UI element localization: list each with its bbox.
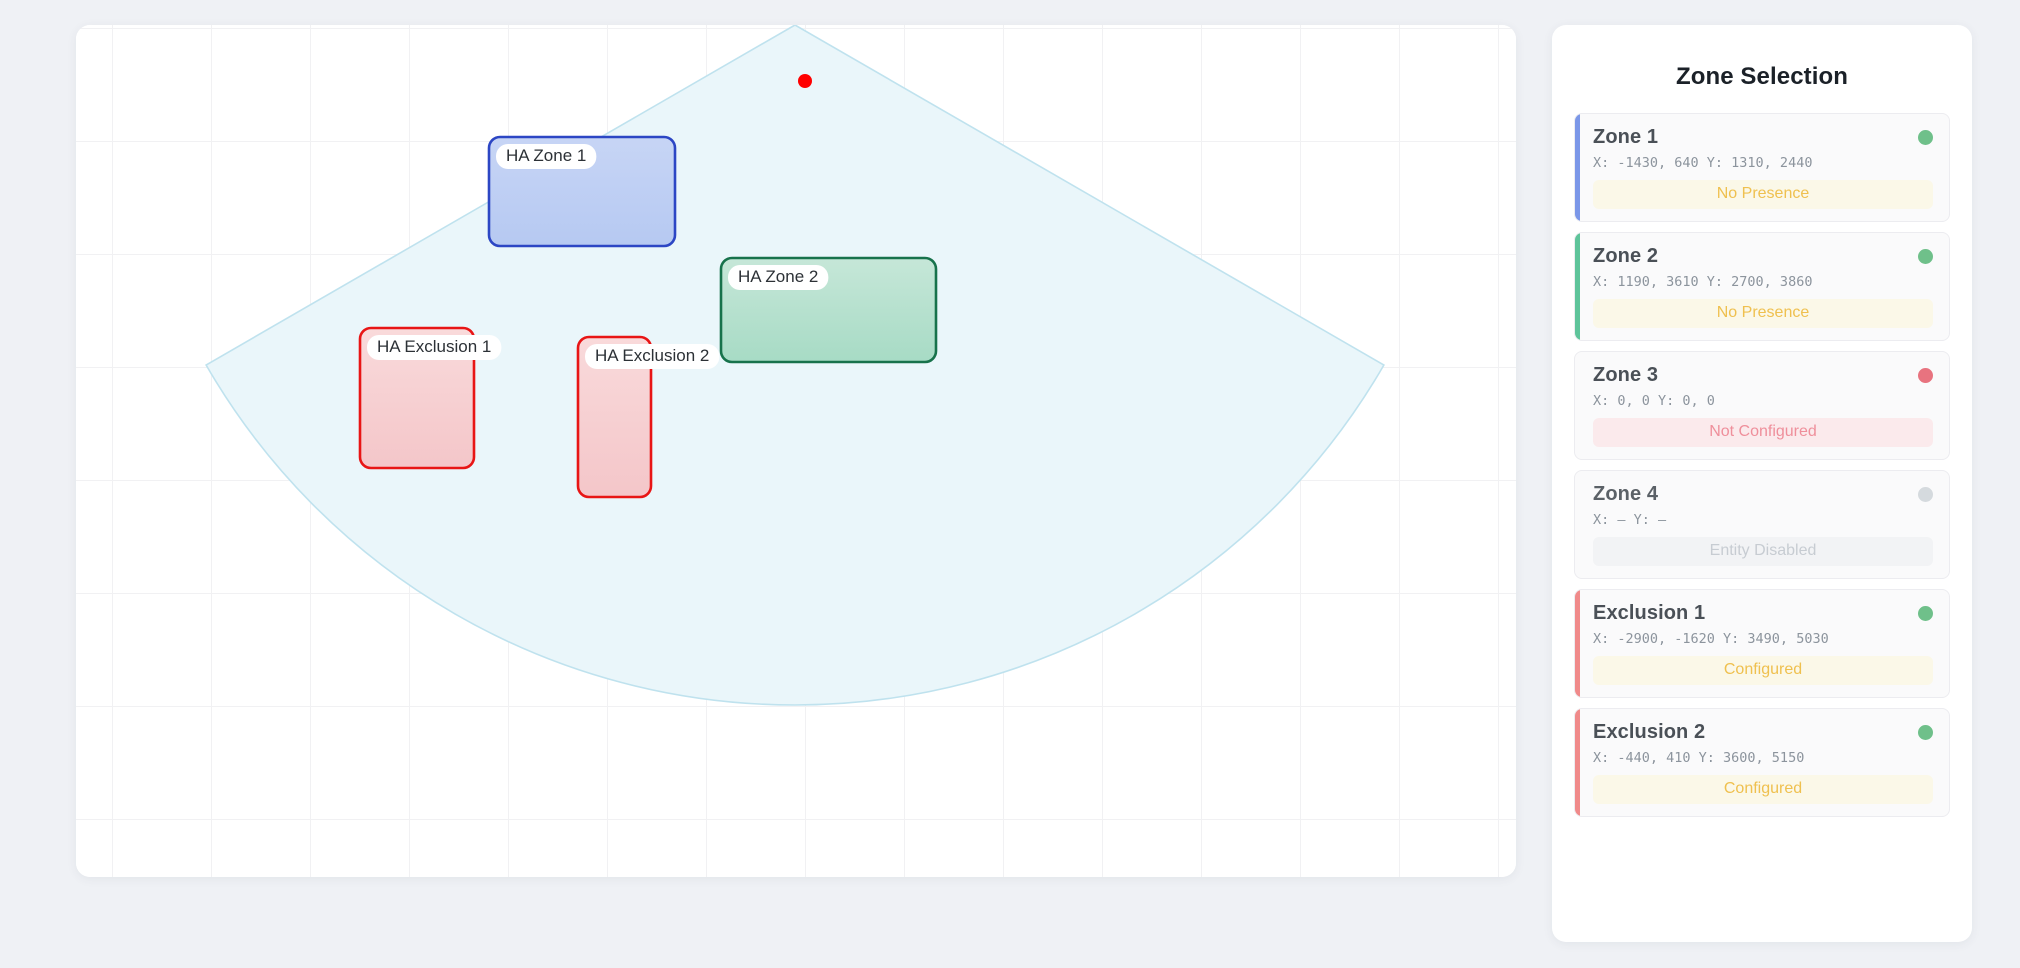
exclusion-shape-1[interactable]: HA Exclusion 2	[576, 335, 720, 499]
zone-accent-bar	[1575, 233, 1580, 340]
zone-accent-bar	[1575, 709, 1580, 816]
zone-label-1: HA Zone 2	[728, 265, 829, 290]
exclusion-rect[interactable]	[576, 335, 653, 499]
exclusion-label-1: HA Exclusion 2	[585, 344, 720, 369]
zone-card[interactable]: Exclusion 2 X: -440, 410 Y: 3600, 5150 C…	[1574, 708, 1950, 817]
label-background	[585, 344, 720, 369]
zone-card-header: Zone 3	[1593, 364, 1933, 387]
status-badge: Configured	[1593, 775, 1933, 804]
zone-card[interactable]: Exclusion 1 X: -2900, -1620 Y: 3490, 503…	[1574, 589, 1950, 698]
zone-coordinates: X: 1190, 3610 Y: 2700, 3860	[1593, 274, 1813, 290]
zone-coordinates: X: -1430, 640 Y: 1310, 2440	[1593, 155, 1813, 171]
zone-accent-bar	[1575, 471, 1580, 578]
status-badge: Not Configured	[1593, 418, 1933, 447]
zone-card[interactable]: Zone 4 X: – Y: – Entity Disabled	[1574, 470, 1950, 579]
status-badge: No Presence	[1593, 180, 1933, 209]
zone-card-list: Zone 1 X: -1430, 640 Y: 1310, 2440 No Pr…	[1574, 113, 1950, 817]
sensor-origin-marker[interactable]	[798, 74, 812, 88]
radar-canvas[interactable]: HA Zone 1 HA Zone 2 HA Exclusion 1	[76, 25, 1516, 877]
status-dot-icon	[1918, 249, 1933, 264]
status-dot-icon	[1918, 725, 1933, 740]
exclusion-label-0: HA Exclusion 1	[367, 335, 502, 360]
zone-label-text: HA Zone 2	[738, 267, 818, 286]
zone-card-header: Zone 1	[1593, 126, 1933, 149]
status-dot-icon	[1918, 368, 1933, 383]
zone-coordinates: X: 0, 0 Y: 0, 0	[1593, 393, 1715, 409]
zone-shape-1[interactable]: HA Zone 2	[719, 256, 938, 364]
visualization-card: HA Zone 1 HA Zone 2 HA Exclusion 1	[76, 25, 1516, 877]
zone-card-header: Exclusion 1	[1593, 602, 1933, 625]
zone-card-title: Zone 2	[1593, 245, 1659, 267]
status-badge: Configured	[1593, 656, 1933, 685]
zone-card-header: Zone 4	[1593, 483, 1933, 506]
exclusion-label-text: HA Exclusion 1	[377, 337, 491, 356]
zone-shape-0[interactable]: HA Zone 1	[487, 135, 677, 248]
zone-card[interactable]: Zone 1 X: -1430, 640 Y: 1310, 2440 No Pr…	[1574, 113, 1950, 222]
label-background	[496, 144, 597, 169]
zone-coordinates: X: -440, 410 Y: 3600, 5150	[1593, 750, 1805, 766]
zone-coordinates: X: – Y: –	[1593, 512, 1667, 528]
zone-card-header: Exclusion 2	[1593, 721, 1933, 744]
zone-card-title: Exclusion 1	[1593, 602, 1706, 624]
zone-accent-bar	[1575, 114, 1580, 221]
status-dot-icon	[1918, 130, 1933, 145]
status-badge: No Presence	[1593, 299, 1933, 328]
exclusion-label-text: HA Exclusion 2	[595, 346, 709, 365]
page-title: Zone Selection	[1675, 63, 1849, 90]
exclusion-rect[interactable]	[358, 326, 476, 470]
exclusion-shape-0[interactable]: HA Exclusion 1	[358, 326, 502, 470]
zone-card[interactable]: Zone 2 X: 1190, 3610 Y: 2700, 3860 No Pr…	[1574, 232, 1950, 341]
status-dot-icon	[1918, 606, 1933, 621]
zone-card-title: Zone 4	[1593, 483, 1659, 505]
label-background	[367, 335, 502, 360]
label-background	[728, 265, 829, 290]
zone-card-title: Exclusion 2	[1593, 721, 1706, 743]
zone-label-0: HA Zone 1	[496, 144, 597, 169]
zone-accent-bar	[1575, 352, 1580, 459]
zone-card-title: Zone 3	[1593, 364, 1659, 386]
status-dot-icon	[1918, 487, 1933, 502]
zone-card-title: Zone 1	[1593, 126, 1659, 148]
zone-card-header: Zone 2	[1593, 245, 1933, 268]
zone-selection-panel: Zone Selection Zone 1 X: -1430, 640 Y: 1…	[1552, 25, 1972, 942]
zone-accent-bar	[1575, 590, 1580, 697]
status-badge: Entity Disabled	[1593, 537, 1933, 566]
zone-card[interactable]: Zone 3 X: 0, 0 Y: 0, 0 Not Configured	[1574, 351, 1950, 460]
zone-coordinates: X: -2900, -1620 Y: 3490, 5030	[1593, 631, 1829, 647]
zone-label-text: HA Zone 1	[506, 146, 586, 165]
